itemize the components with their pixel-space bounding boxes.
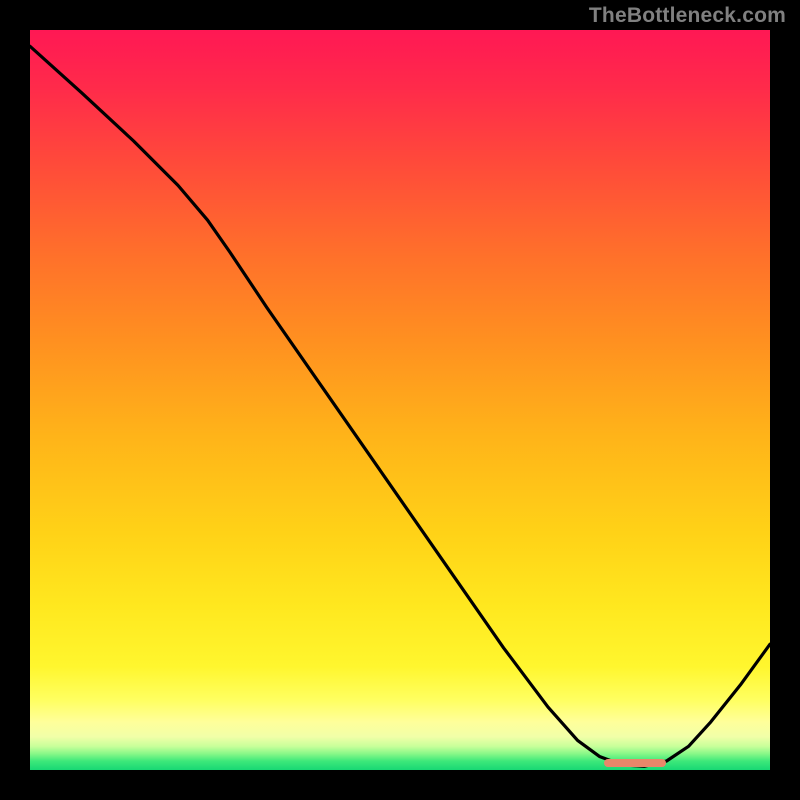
attribution-label: TheBottleneck.com [589,4,786,28]
chart-container: TheBottleneck.com [0,0,800,800]
optimal-range-marker [604,759,667,767]
plot-area [30,30,770,770]
bottleneck-curve [30,30,770,770]
